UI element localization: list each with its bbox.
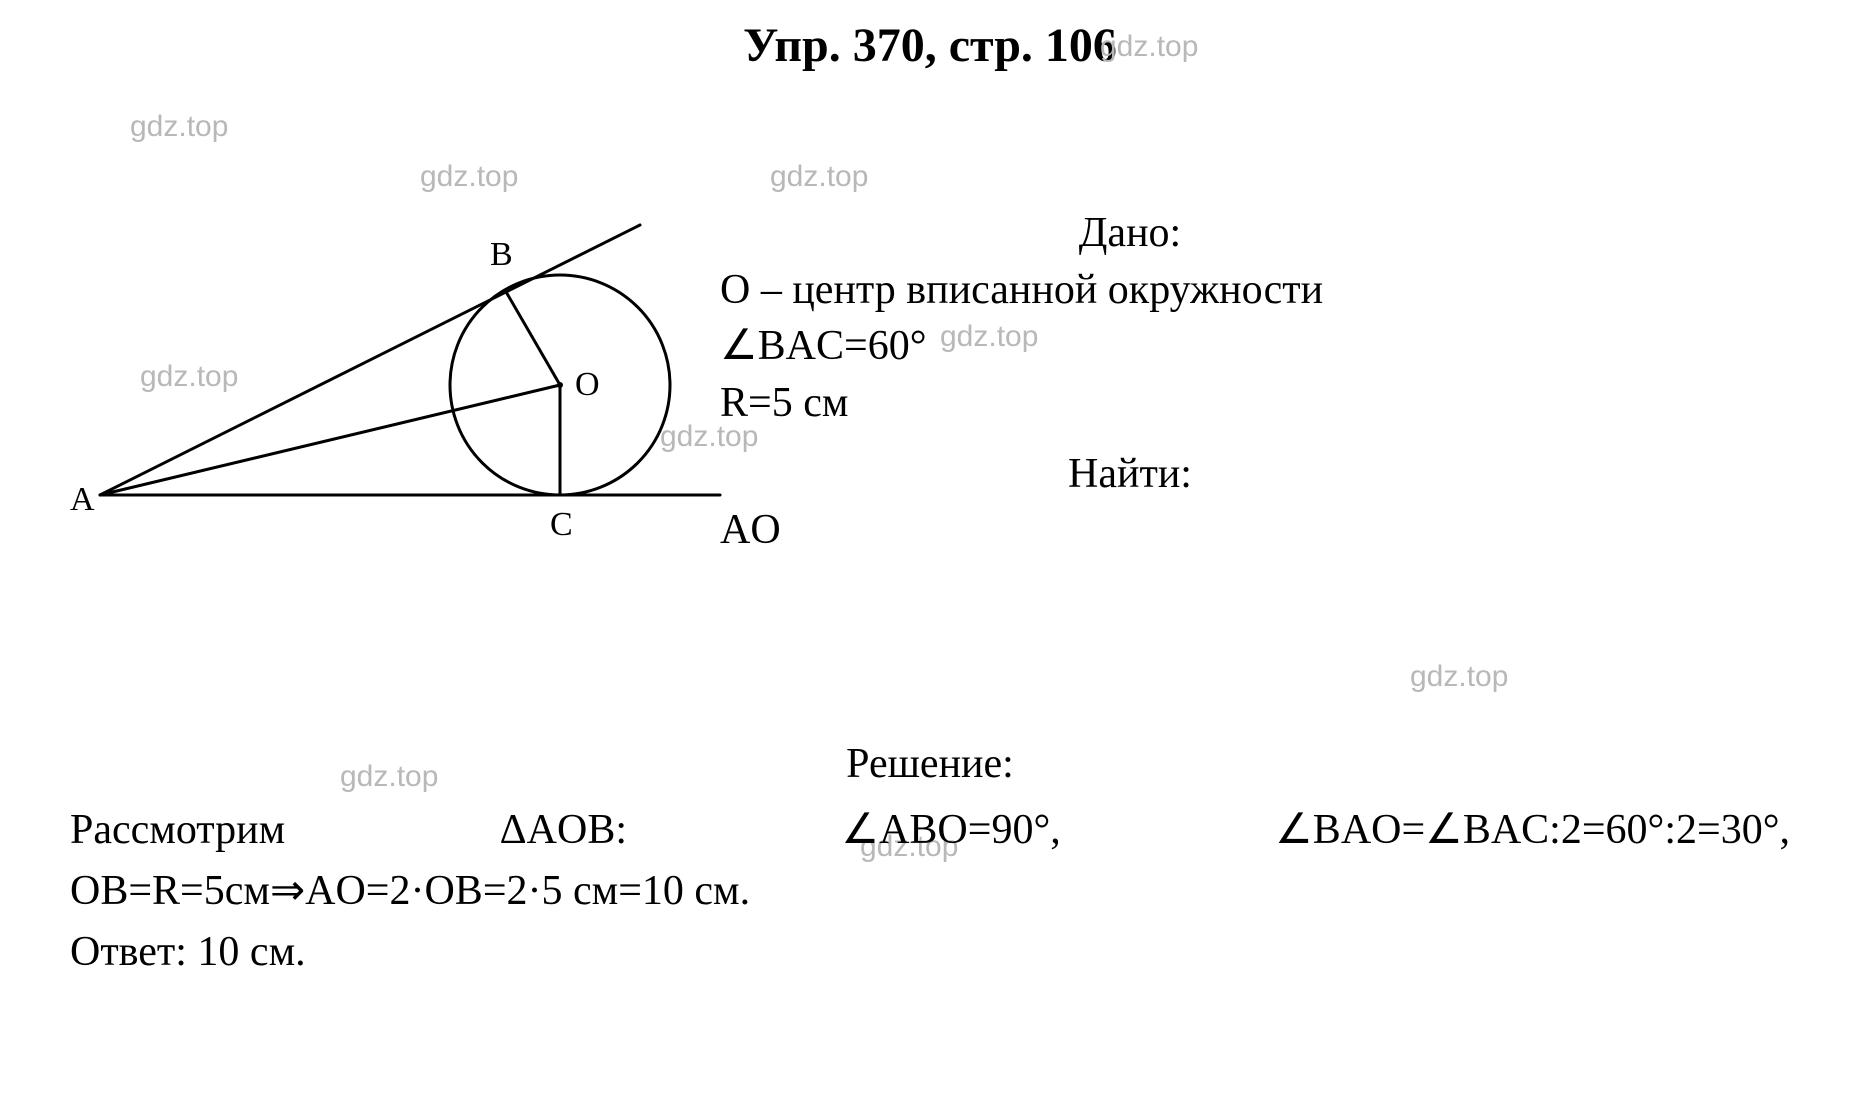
label-O: O [575,366,600,403]
solution-line-2: OB=R=5см⇒AO=2·OB=2·5 см=10 см. [70,861,1790,922]
label-C: C [550,506,573,543]
solution-heading: Решение: [0,740,1860,788]
line-AO [100,385,560,495]
given-heading: Дано: [720,205,1540,262]
geometry-diagram: A B C O [60,210,700,530]
given-line-2: ∠BAC=60° [720,318,1540,375]
solution-answer: Ответ: 10 см. [70,922,1790,983]
watermark: gdz.top [770,160,868,194]
page-root: Упр. 370, стр. 106 gdz.top gdz.top gdz.top… [0,0,1860,1107]
watermark: gdz.top [1410,660,1508,694]
diagram-svg: A B C O [60,210,700,550]
find-line: AO [720,502,1540,559]
solution-line-1: Рассмотрим ΔAOB: ∠ABO=90°, ∠BAO=∠BAC:2=6… [70,800,1790,861]
given-block: Дано: O – центр вписанной окружности ∠BA… [720,205,1540,559]
label-B: B [490,236,513,273]
watermark: gdz.top [1100,30,1198,64]
page-title: Упр. 370, стр. 106 [0,18,1860,73]
watermark: gdz.top [420,160,518,194]
solution-body: Рассмотрим ΔAOB: ∠ABO=90°, ∠BAO=∠BAC:2=6… [70,800,1790,983]
line-OB [505,290,560,385]
find-heading: Найти: [720,446,1540,503]
given-line-3: R=5 см [720,375,1540,432]
given-line-1: O – центр вписанной окружности [720,262,1540,319]
label-A: A [70,481,95,518]
watermark: gdz.top [130,110,228,144]
point-O-dot [557,382,563,388]
